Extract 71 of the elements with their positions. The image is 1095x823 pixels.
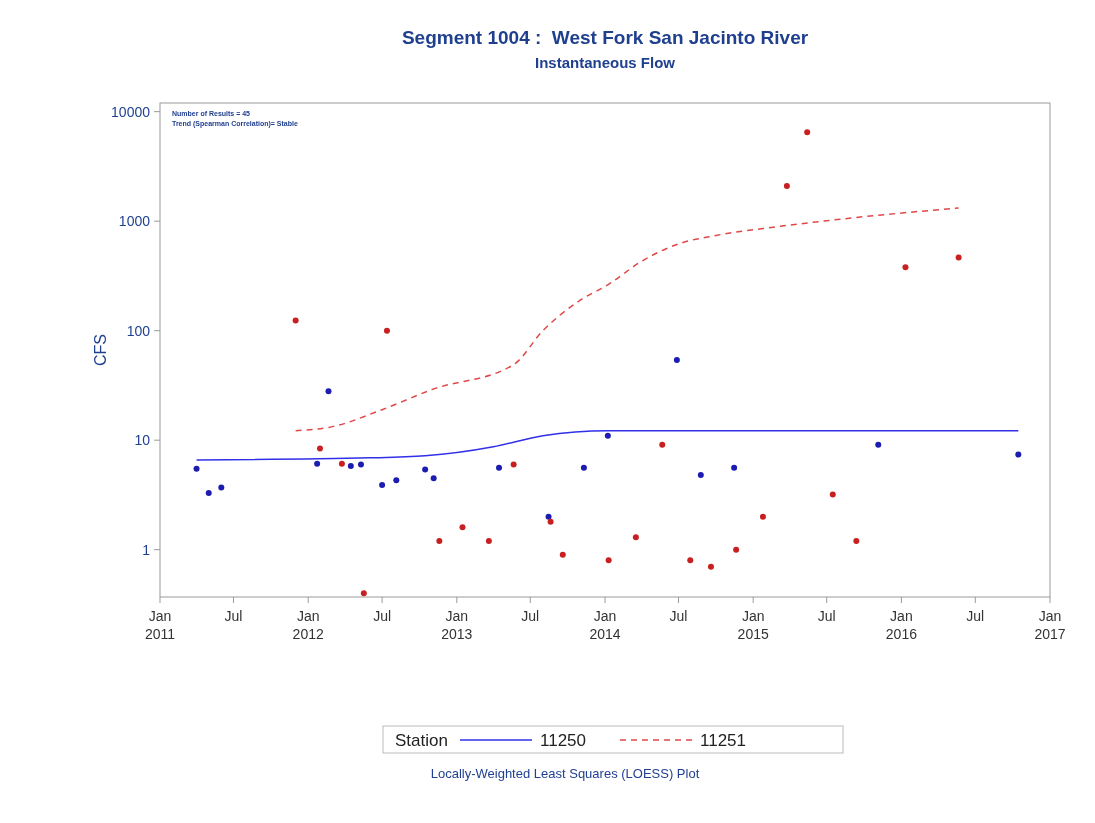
point (510, 461, 517, 468)
x-tick-label: Jan 2016 (885, 608, 918, 642)
line-series (294, 207, 960, 432)
point (804, 129, 811, 136)
legend-label: 11251 (700, 731, 747, 750)
point (829, 491, 836, 498)
x-tick-label: Jan 2015 (737, 608, 769, 642)
point (218, 484, 225, 491)
point (357, 461, 364, 468)
point (547, 518, 554, 525)
line-series (195, 430, 1020, 461)
point (205, 489, 212, 496)
point (733, 546, 740, 553)
point (697, 472, 704, 479)
point (545, 513, 552, 520)
point (430, 475, 437, 482)
point (422, 466, 429, 473)
point (559, 551, 566, 558)
x-tick-label: Jan 2012 (292, 608, 324, 642)
point (193, 465, 200, 472)
x-tick-label: Jul (669, 608, 688, 624)
point (292, 317, 299, 324)
point (379, 481, 386, 488)
point (496, 464, 503, 471)
x-tick-label: Jul (521, 608, 540, 624)
point (605, 557, 612, 564)
y-tick-label: 1 (142, 541, 151, 558)
point (783, 182, 790, 189)
point (673, 357, 680, 363)
chart-subtitle: Instantaneous Flow (534, 54, 676, 71)
point (707, 563, 714, 570)
x-tick-label: Jan 2013 (441, 608, 473, 642)
y-tick-label: 100 (126, 322, 151, 339)
point (659, 441, 666, 448)
text: Locally-Weighted Least Squares (LOESS) Plot (430, 766, 700, 781)
y-tick-label: 10000 (111, 103, 151, 120)
point (338, 460, 345, 467)
point (632, 534, 639, 541)
x-tick-label: Jul (373, 608, 392, 624)
legend-title: Station (395, 731, 448, 750)
y-axis-title: CFS (92, 334, 109, 366)
point (580, 464, 587, 471)
legend-label: 11250 (540, 731, 587, 750)
x-tick-label: Jul (224, 608, 243, 624)
point (383, 327, 390, 334)
point (459, 524, 466, 531)
point (393, 477, 400, 484)
point (314, 460, 321, 467)
x-tick-label: Jan 2014 (589, 608, 621, 642)
point (347, 463, 354, 470)
x-tick-label: Jul (817, 608, 836, 624)
point (731, 464, 738, 471)
point (604, 432, 611, 439)
point (485, 538, 492, 545)
point (875, 441, 882, 448)
point (687, 557, 694, 564)
point (902, 264, 909, 271)
x-tick-label: Jan 2011 (144, 608, 176, 642)
x-tick-label: Jul (966, 608, 985, 624)
x-tick-label: Jan 2017 (1034, 608, 1066, 642)
point (360, 590, 367, 597)
chart-title: Segment 1004 : West Fork San Jacinto River (401, 27, 809, 48)
point (325, 388, 332, 395)
point (1015, 451, 1022, 458)
y-tick-label: 10 (134, 432, 151, 449)
point (759, 513, 766, 520)
point (316, 445, 323, 452)
point (955, 254, 962, 261)
point (436, 538, 443, 545)
y-tick-label: 1000 (118, 213, 151, 230)
point (853, 538, 860, 545)
